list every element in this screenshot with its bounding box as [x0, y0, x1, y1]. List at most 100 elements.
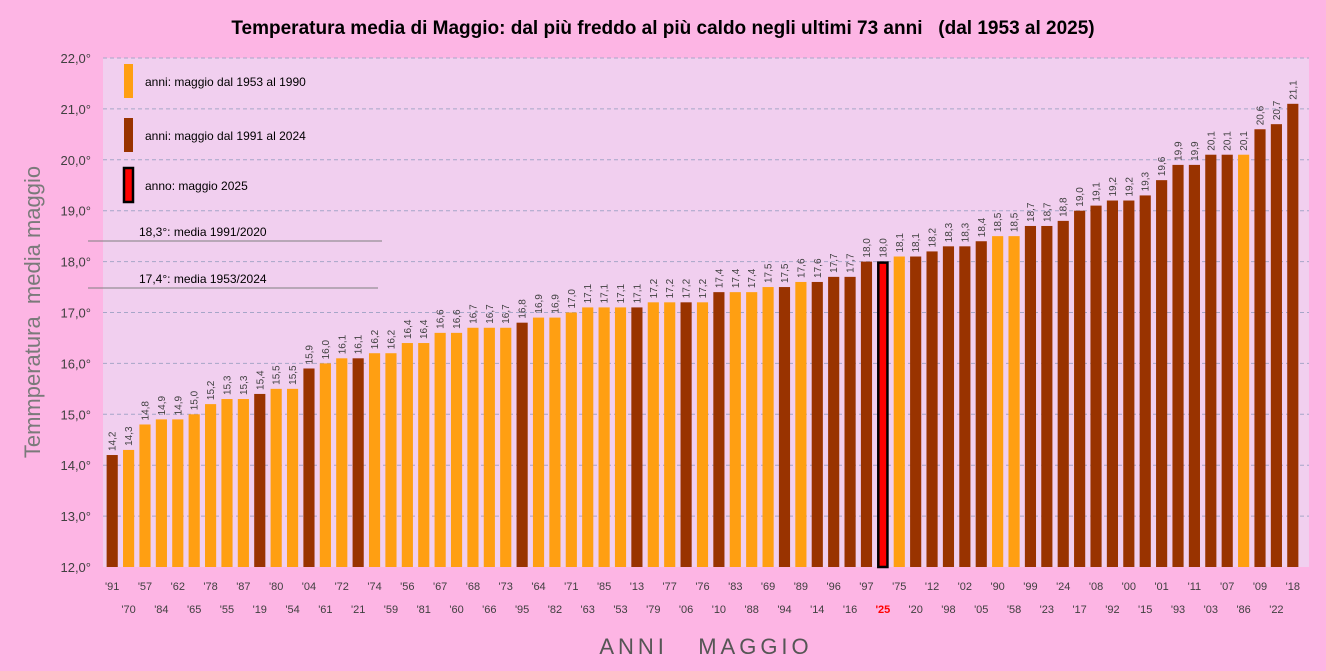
y-tick-label: 18,0°: [60, 255, 91, 270]
x-tick-label: '65: [187, 604, 201, 616]
x-tick-label: '92: [1105, 604, 1119, 616]
bar: [434, 332, 446, 567]
x-tick-label: '11: [1188, 581, 1202, 593]
bar: [893, 256, 905, 567]
reference-line-label: 18,3°: media 1991/2020: [139, 225, 267, 239]
bar: [828, 276, 840, 567]
x-tick-label: '03: [1204, 604, 1218, 616]
data-label: 14,3: [124, 426, 135, 446]
data-label: 18,0: [878, 238, 889, 258]
bar: [450, 332, 463, 567]
reference-lines: 18,3°: media 1991/2020 17,4°: media 1953/…: [88, 225, 382, 289]
data-label: 20,1: [1206, 131, 1217, 151]
data-label: 18,1: [895, 233, 906, 253]
data-label: 16,1: [337, 334, 348, 354]
bar: [1008, 236, 1020, 567]
bar: [631, 307, 643, 567]
x-tick-label: '85: [597, 581, 611, 593]
legend-label: anni: maggio dal 1991 al 2024: [145, 129, 306, 143]
x-tick-label: '77: [663, 581, 677, 593]
bar: [811, 281, 823, 567]
bar: [123, 449, 135, 567]
x-tick-label: '86: [1236, 604, 1250, 616]
data-label: 17,4: [714, 268, 725, 288]
x-tick-label: '10: [712, 604, 726, 616]
bar: [1156, 180, 1168, 567]
data-label: 19,0: [1075, 187, 1086, 207]
bar: [385, 353, 397, 567]
data-label: 18,0: [862, 238, 873, 258]
data-label: 17,2: [682, 278, 693, 298]
x-tick-label: '62: [171, 581, 185, 593]
y-tick-label: 17,0°: [60, 306, 91, 321]
bar: [1238, 154, 1250, 567]
data-label: 16,7: [485, 304, 496, 324]
bar: [1074, 210, 1086, 567]
data-label: 19,2: [1124, 177, 1135, 197]
data-label: 16,6: [452, 309, 463, 329]
x-tick-label: '00: [1122, 581, 1136, 593]
data-label: 19,9: [1174, 141, 1185, 161]
bar: [942, 246, 955, 567]
bar: [762, 287, 774, 567]
x-tick-label: '01: [1154, 581, 1168, 593]
y-tick-label: 14,0°: [60, 458, 91, 473]
data-label: 15,5: [272, 365, 283, 385]
reference-line-label: 17,4°: media 1953/2024: [139, 272, 267, 286]
y-tick-label: 15,0°: [60, 407, 91, 422]
data-label: 19,3: [1141, 172, 1152, 192]
legend-label: anno: maggio 2025: [145, 179, 248, 193]
x-tick-label: '78: [203, 581, 217, 593]
x-tick-label: '91: [105, 581, 119, 593]
bar: [778, 287, 791, 567]
x-tick-label: '64: [531, 581, 545, 593]
bar: [516, 322, 528, 567]
data-label: 17,6: [796, 258, 807, 278]
bar: [237, 399, 249, 567]
data-label: 18,5: [1010, 212, 1021, 232]
bar: [1057, 220, 1069, 567]
bar: [614, 307, 627, 567]
x-tick-label: '88: [745, 604, 759, 616]
legend-label: anni: maggio dal 1953 al 1990: [145, 75, 306, 89]
x-tick-label: '67: [433, 581, 447, 593]
bar: [1024, 225, 1037, 567]
x-tick-label: '55: [220, 604, 234, 616]
y-axis-label: Temmperatura media maggio: [20, 166, 45, 458]
bar: [1205, 154, 1217, 567]
data-label: 19,9: [1190, 141, 1201, 161]
data-label: 17,4: [731, 268, 742, 288]
bar: [565, 312, 577, 567]
bar: [598, 307, 610, 567]
x-tick-label: '17: [1072, 604, 1086, 616]
x-tick-label: '61: [318, 604, 332, 616]
bar: [483, 327, 495, 567]
x-tick-label: '22: [1269, 604, 1283, 616]
x-tick-label: '99: [1023, 581, 1037, 593]
data-label: 17,6: [813, 258, 824, 278]
bar: [467, 327, 479, 567]
x-tick-label: '83: [728, 581, 742, 593]
data-label: 18,1: [911, 233, 922, 253]
bar: [959, 246, 971, 567]
y-axis-ticks: 12,0° 13,0° 14,0° 15,0° 16,0° 17,0° 18,0° 19,0°…: [60, 51, 91, 575]
bar: [877, 261, 889, 569]
bar: [1123, 200, 1135, 567]
bar: [188, 414, 200, 567]
x-tick-label: '54: [285, 604, 299, 616]
bar: [286, 388, 299, 567]
bar: [106, 455, 118, 567]
data-label: 16,0: [321, 339, 332, 359]
x-tick-label: '02: [958, 581, 972, 593]
x-tick-label: '08: [1089, 581, 1103, 593]
data-label: 15,3: [239, 375, 250, 395]
legend-swatch: [124, 64, 133, 98]
data-label: 19,2: [1108, 177, 1119, 197]
data-label: 21,1: [1288, 80, 1299, 100]
x-tick-label: '80: [269, 581, 283, 593]
x-tick-label: '75: [892, 581, 906, 593]
x-tick-label: '71: [564, 581, 578, 593]
bars: [106, 103, 1299, 569]
bar: [795, 281, 807, 567]
